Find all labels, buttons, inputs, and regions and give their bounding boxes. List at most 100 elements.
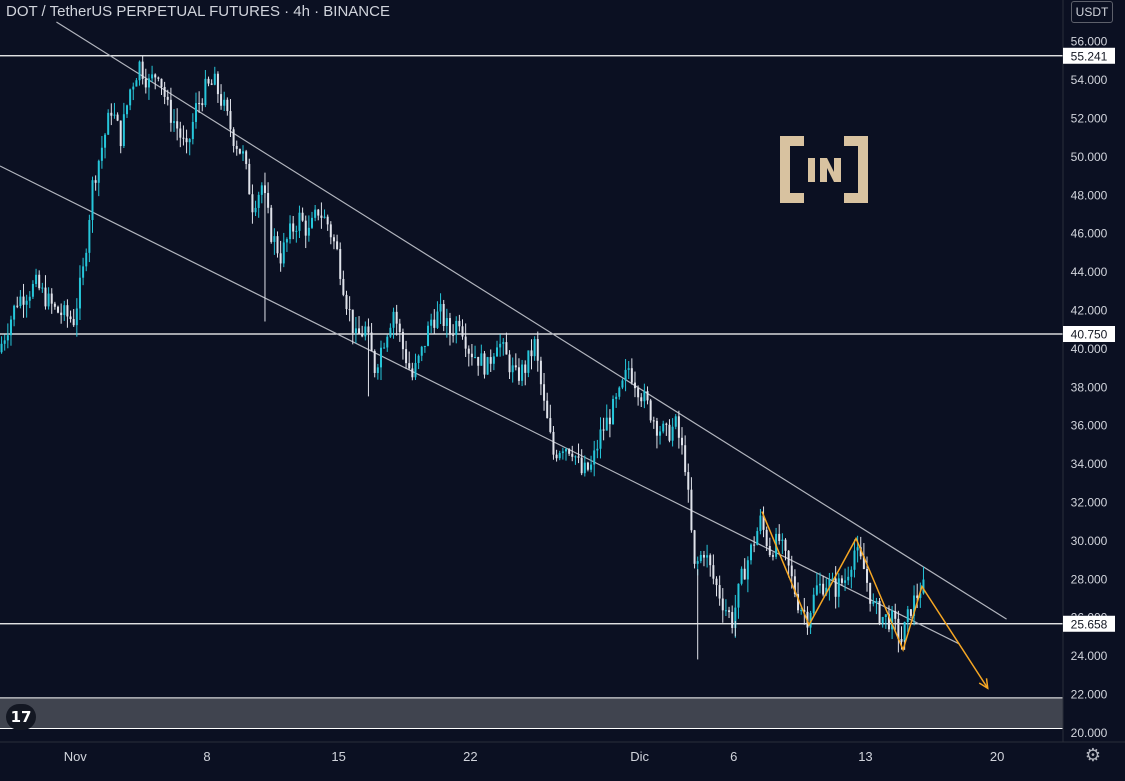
candle-body xyxy=(536,339,539,361)
candle-body xyxy=(919,593,922,598)
candle-body xyxy=(213,73,216,85)
candle-body xyxy=(94,180,97,183)
candle-body xyxy=(22,296,25,305)
candle-body xyxy=(825,587,828,595)
candle-body xyxy=(436,311,439,328)
candle-body xyxy=(633,382,636,389)
candle-body xyxy=(201,103,204,106)
candle-body xyxy=(47,293,50,307)
candle-body xyxy=(329,224,332,238)
candle-body xyxy=(461,326,464,337)
candle-body xyxy=(82,266,85,278)
candle-body xyxy=(922,579,925,594)
candle-body xyxy=(618,387,621,397)
candle-body xyxy=(417,355,420,363)
candle-body xyxy=(602,429,605,431)
tradingview-logo-icon[interactable]: 17 xyxy=(6,704,36,730)
candle-body xyxy=(665,423,668,425)
candle-body xyxy=(307,227,310,236)
candle-body xyxy=(401,331,404,350)
candle-body xyxy=(245,151,248,164)
y-tick-label: 30.000 xyxy=(1071,534,1108,548)
candle-body xyxy=(803,610,806,612)
candle-body xyxy=(787,550,790,566)
candle-body xyxy=(649,400,652,421)
candle-body xyxy=(781,539,784,541)
candle-body xyxy=(574,456,577,458)
candle-body xyxy=(138,61,141,81)
candle-body xyxy=(869,582,872,604)
candle-body xyxy=(41,287,44,289)
candle-body xyxy=(386,336,389,348)
candle-body xyxy=(831,578,834,580)
candle-body xyxy=(793,576,796,595)
candle-body xyxy=(289,223,292,240)
x-tick-label: 6 xyxy=(730,749,737,764)
candle-body xyxy=(916,595,919,598)
gear-icon[interactable]: ⚙ xyxy=(1084,745,1102,766)
currency-button[interactable]: USDT xyxy=(1071,1,1113,23)
y-tick-label: 38.000 xyxy=(1071,380,1108,394)
candle-body xyxy=(530,350,533,357)
candle-body xyxy=(784,539,787,551)
candle-body xyxy=(696,561,699,564)
candle-body xyxy=(298,212,301,231)
candle-body xyxy=(226,99,229,112)
candle-body xyxy=(63,305,66,316)
candle-body xyxy=(778,533,781,541)
candle-body xyxy=(392,311,395,328)
candle-body xyxy=(809,612,812,628)
candle-body xyxy=(182,137,185,139)
candle-body xyxy=(151,74,154,79)
candle-body xyxy=(104,134,107,148)
candle-body xyxy=(624,369,627,381)
candle-body xyxy=(364,326,367,337)
candle-body xyxy=(643,391,646,402)
channel-line[interactable] xyxy=(56,21,1007,620)
candle-body xyxy=(762,515,765,530)
candle-body xyxy=(599,429,602,449)
candle-body xyxy=(508,354,511,373)
y-tick-label: 42.000 xyxy=(1071,304,1108,318)
candle-body xyxy=(157,77,160,79)
candle-body xyxy=(715,578,718,586)
candle-body xyxy=(430,319,433,326)
candle-body xyxy=(19,296,22,306)
candle-body xyxy=(640,397,643,402)
candle-body xyxy=(198,103,201,105)
channel-line[interactable] xyxy=(0,165,960,645)
candle-body xyxy=(580,457,583,474)
candle-body xyxy=(856,547,859,551)
candle-body xyxy=(113,114,116,116)
candle-body xyxy=(790,565,793,577)
candle-body xyxy=(674,416,677,427)
y-tick-label: 36.000 xyxy=(1071,419,1108,433)
candle-body xyxy=(169,99,172,123)
candle-body xyxy=(499,343,502,348)
candle-body xyxy=(524,364,527,373)
candle-body xyxy=(129,89,132,106)
candle-body xyxy=(558,453,561,459)
candle-body xyxy=(314,209,317,218)
x-tick-label: 15 xyxy=(331,749,345,764)
candle-body xyxy=(110,112,113,116)
candle-body xyxy=(743,568,746,580)
projection-arrowhead xyxy=(978,678,989,690)
candle-body xyxy=(652,420,655,422)
candle-body xyxy=(731,612,734,628)
support-zone xyxy=(0,697,1063,729)
x-tick-label: Nov xyxy=(64,749,88,764)
candle-body xyxy=(292,223,295,232)
y-tick-label: 20.000 xyxy=(1071,726,1108,740)
candle-body xyxy=(320,215,323,218)
candle-body xyxy=(376,367,379,373)
candle-body xyxy=(395,311,398,324)
projection-path[interactable] xyxy=(761,511,989,689)
candle-body xyxy=(282,242,285,264)
candle-body xyxy=(637,388,640,398)
candle-body xyxy=(765,529,768,547)
candle-body xyxy=(91,180,94,221)
